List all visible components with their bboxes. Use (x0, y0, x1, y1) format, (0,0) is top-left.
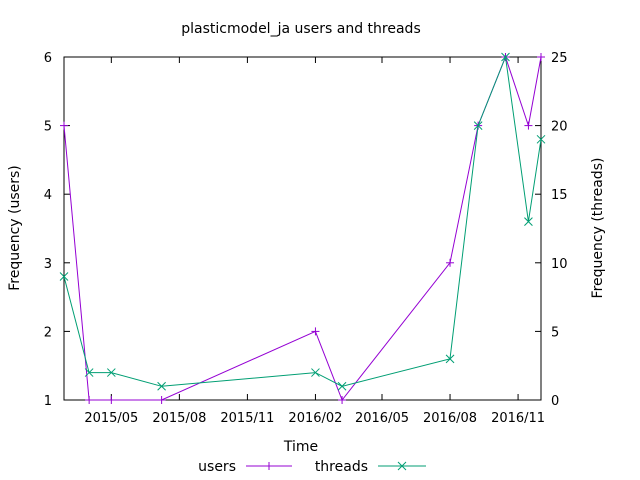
series-threads (59, 52, 546, 391)
data-point-threads (337, 381, 347, 391)
x-tick-label: 2016/05 (355, 411, 409, 426)
y-left-tick-label: 6 (44, 51, 52, 66)
y-right-tick-label: 10 (551, 257, 568, 272)
x-axis-label: Time (283, 439, 318, 455)
data-point-threads (84, 368, 94, 377)
legend-marker-threads (397, 461, 407, 471)
y-right-axis-ticks: 0 5 10 15 20 25 (535, 51, 568, 409)
data-point-users (107, 396, 116, 404)
data-point-threads (473, 121, 483, 130)
plot-frame (63, 56, 542, 401)
legend-label-users: users (198, 459, 236, 475)
x-tick-label: 2015/11 (220, 411, 274, 426)
data-point-threads (536, 134, 546, 144)
y-left-tick-label: 2 (44, 325, 52, 340)
y-left-tick-label: 3 (44, 257, 52, 272)
data-point-threads (59, 272, 69, 281)
data-point-threads (106, 368, 116, 377)
x-tick-label: 2015/08 (152, 411, 206, 426)
data-point-threads (501, 52, 510, 62)
x-tick-label: 2016/02 (288, 411, 342, 426)
y-right-tick-label: 15 (551, 188, 568, 203)
y-right-axis-label: Frequency (threads) (590, 158, 606, 299)
series-line-users (63, 55, 542, 401)
series-users (60, 53, 545, 404)
data-point-threads (524, 217, 533, 226)
data-point-users (157, 396, 166, 404)
x-axis-ticks: 2015/05 2015/08 2015/11 2016/02 2016/05 2016/… (84, 57, 545, 426)
data-point-threads (445, 354, 455, 364)
data-point-users (524, 121, 533, 130)
x-tick-label: 2015/05 (84, 411, 138, 426)
chart-title: plasticmodel_ja users and threads (181, 21, 421, 37)
data-point-threads (311, 368, 320, 377)
series-layer (59, 52, 546, 404)
legend-label-threads: threads (315, 459, 368, 475)
y-right-tick-label: 0 (551, 394, 559, 409)
y-left-axis-label: Frequency (users) (7, 165, 23, 291)
x-tick-label: 2016/08 (423, 411, 477, 426)
legend-marker-users (265, 462, 273, 470)
y-right-tick-label: 20 (551, 120, 568, 135)
y-left-tick-label: 4 (44, 188, 52, 203)
data-point-users (446, 258, 455, 267)
data-point-users (537, 53, 545, 61)
data-point-users (85, 396, 94, 404)
y-left-tick-label: 1 (44, 394, 52, 409)
y-left-axis-ticks: 1 2 3 4 5 6 (44, 51, 70, 409)
data-point-users (60, 121, 68, 130)
y-left-tick-label: 5 (44, 120, 52, 135)
y-right-tick-label: 25 (551, 51, 568, 66)
x-tick-label: 2016/11 (491, 411, 545, 426)
data-point-users (338, 396, 347, 404)
data-point-threads (157, 381, 166, 391)
y-right-tick-label: 5 (551, 325, 559, 340)
legend: users threads (198, 459, 426, 475)
data-point-users (311, 327, 320, 336)
